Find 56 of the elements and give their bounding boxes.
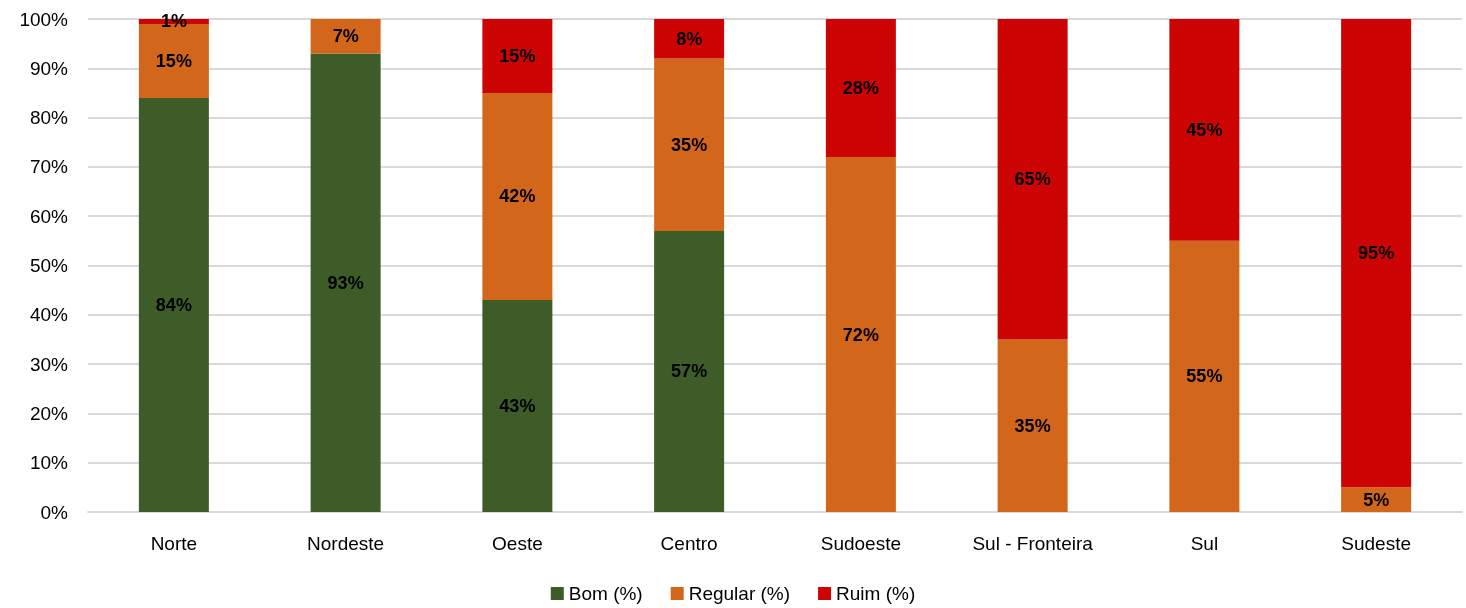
bar (482, 19, 553, 93)
data-label: 15% (155, 50, 192, 71)
y-tick-label: 70% (29, 156, 69, 178)
data-label: 42% (499, 186, 536, 207)
y-tick-label: 60% (29, 205, 69, 227)
bar (1169, 240, 1240, 512)
legend-label: Ruim (%) (836, 583, 916, 604)
x-tick-label: Sul - Fronteira (972, 533, 1094, 554)
y-tick-label: 10% (29, 452, 69, 474)
data-label: 93% (327, 272, 364, 293)
bar (997, 339, 1068, 512)
x-tick-label: Oeste (492, 533, 543, 554)
x-tick-label: Norte (150, 533, 198, 554)
x-tick-label: Sudeste (1341, 533, 1411, 554)
data-label: 35% (1014, 415, 1051, 436)
data-label: 28% (842, 78, 879, 99)
legend-label: Bom (%) (568, 583, 643, 604)
data-label: 84% (155, 294, 192, 315)
data-label: 43% (499, 396, 536, 417)
bar (997, 19, 1068, 340)
legend-label: Regular (%) (688, 583, 791, 604)
bar (825, 157, 896, 512)
y-tick-label: 100% (19, 8, 69, 30)
bar (310, 53, 381, 512)
bar (138, 97, 209, 512)
data-label: 57% (671, 361, 708, 382)
bar (1341, 19, 1412, 488)
data-label: 65% (1014, 169, 1051, 190)
y-tick-label: 20% (29, 402, 69, 424)
bar (654, 19, 725, 59)
y-tick-label: 90% (29, 57, 69, 79)
bar (310, 19, 381, 54)
y-tick-label: 30% (29, 353, 69, 375)
bar (654, 58, 725, 231)
y-tick-label: 80% (29, 107, 69, 129)
data-label: 35% (671, 134, 708, 155)
y-tick-label: 0% (40, 501, 69, 523)
x-tick-label: Nordeste (307, 533, 385, 554)
data-label: 5% (1363, 489, 1390, 510)
data-label: 95% (1358, 243, 1395, 264)
data-label: 45% (1186, 119, 1223, 140)
bar (654, 230, 725, 512)
bar (825, 19, 896, 158)
data-label: 8% (676, 28, 703, 49)
bar (482, 300, 553, 512)
data-label: 15% (499, 45, 536, 66)
x-tick-label: Centro (660, 533, 718, 554)
y-tick-label: 50% (29, 255, 69, 276)
data-label: 55% (1186, 366, 1223, 387)
data-label: 7% (332, 26, 359, 47)
bar (482, 92, 553, 301)
x-tick-label: Sul (1190, 533, 1219, 554)
data-label: 72% (842, 324, 879, 345)
bar (1169, 19, 1240, 241)
x-tick-label: Sudoeste (820, 533, 902, 554)
y-tick-label: 40% (29, 304, 69, 326)
